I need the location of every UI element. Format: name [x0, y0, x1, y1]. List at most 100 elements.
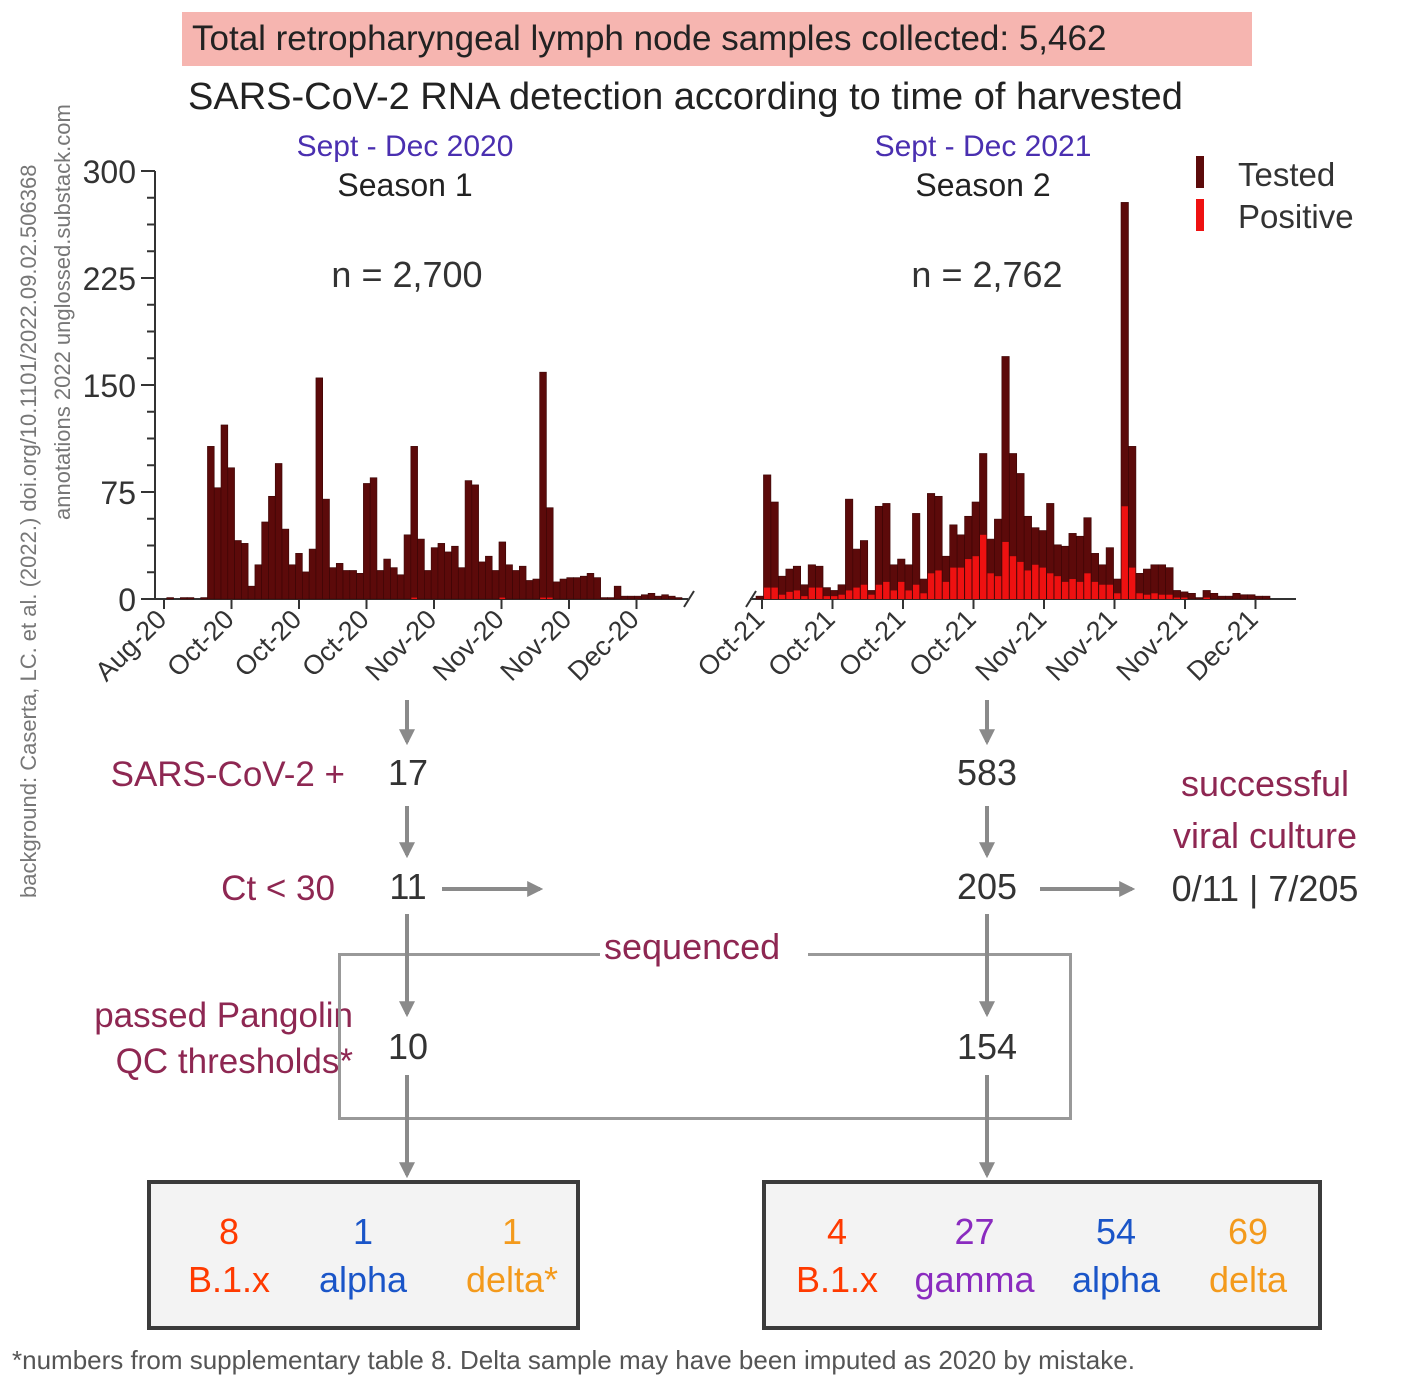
tested-bar	[437, 543, 446, 600]
positive-bar	[801, 596, 808, 599]
x-tick-label: Nov-21	[1110, 604, 1193, 687]
x-tick-label: Oct-21	[762, 604, 841, 683]
positive-bar	[771, 587, 778, 599]
variant-name: delta*	[465, 1259, 559, 1300]
season2-positive-count: 583	[956, 752, 1018, 793]
tested-bar	[268, 495, 276, 600]
positive-bar	[1017, 561, 1024, 599]
tested-bar	[498, 541, 507, 600]
x-tick-label: Oct-21	[692, 604, 771, 683]
tested-bar	[444, 551, 452, 600]
tested-bar	[288, 564, 296, 600]
headline-banner: Total retropharyngeal lymph node samples…	[182, 12, 1252, 66]
positive-bar	[838, 594, 845, 599]
tested-bar	[376, 570, 385, 600]
y-tick-label: 150	[83, 368, 136, 404]
positive-bar	[890, 590, 898, 599]
tested-bar	[322, 498, 330, 600]
tested-bar	[200, 597, 208, 600]
tested-bar	[1195, 597, 1204, 600]
tested-bar	[1210, 592, 1219, 600]
positive-bar	[816, 587, 823, 599]
tested-bar	[634, 595, 642, 600]
sequenced-bracket-top-left	[338, 953, 602, 956]
tested-bar	[363, 483, 371, 600]
tested-bar	[1239, 594, 1248, 600]
season2-n: n = 2,762	[911, 254, 1063, 295]
sequenced-bracket-top-right	[808, 953, 1072, 956]
y-tick-label: 300	[83, 154, 136, 190]
tested-bar	[281, 528, 290, 600]
tested-bar	[329, 567, 337, 600]
positive-bar	[793, 590, 801, 599]
season2-variant-gamma: 27 gamma	[902, 1208, 1047, 1304]
positive-bar	[786, 591, 793, 599]
positive-bar	[972, 556, 979, 599]
positive-bar	[912, 584, 920, 599]
positive-bar	[1076, 581, 1084, 599]
tested-bar	[451, 545, 459, 600]
tested-bar	[1187, 592, 1196, 600]
tested-bar	[641, 594, 649, 600]
sequenced-bracket	[338, 953, 1072, 1120]
season1-ct-count: 11	[389, 866, 427, 907]
side-credit: background: Caserta, LC. et al. (2022.) …	[16, 104, 75, 898]
tested-bar	[552, 581, 561, 600]
culture-label-line2: viral culture	[1172, 815, 1358, 856]
tested-bar	[207, 446, 215, 600]
chart-legend: Tested Positive	[1196, 156, 1354, 235]
season1-variant-alpha: 1 alpha	[303, 1208, 423, 1304]
tested-bar	[627, 595, 635, 600]
positive-bar	[1039, 567, 1047, 599]
variant-name: B.1.x	[795, 1259, 879, 1300]
positive-bar	[905, 590, 912, 599]
tested-bar	[308, 548, 317, 600]
positive-bar	[1002, 541, 1009, 599]
tested-bar	[491, 570, 500, 600]
tested-bar	[234, 540, 242, 600]
axis-break-mark	[745, 590, 757, 608]
positive-bar	[540, 597, 546, 599]
tested-bar	[180, 597, 188, 600]
tested-bar	[755, 595, 764, 600]
tested-bar	[654, 595, 662, 600]
tested-bar	[1232, 592, 1241, 600]
variant-name: alpha	[318, 1259, 408, 1300]
positive-bar	[860, 584, 868, 599]
tested-bar	[274, 463, 283, 600]
tested-bar	[518, 565, 527, 600]
positive-bar	[1099, 584, 1106, 599]
positive-bar	[499, 597, 506, 599]
tested-bar	[315, 377, 324, 600]
tested-bar	[295, 553, 303, 600]
tested-bar	[763, 474, 772, 600]
tested-bar	[613, 585, 622, 600]
variant-name: gamma	[914, 1259, 1035, 1300]
tested-bar	[430, 547, 439, 600]
positive-bar	[1032, 564, 1039, 599]
positive-bar	[1158, 594, 1166, 599]
positive-bar	[883, 581, 890, 599]
positive-bar	[935, 570, 942, 599]
tested-bar	[770, 501, 779, 600]
positive-bar	[1151, 593, 1158, 599]
x-tick-label: Nov-20	[427, 604, 510, 687]
variant-count: 54	[1095, 1211, 1137, 1252]
footnote: *numbers from supplementary table 8. Del…	[12, 1345, 1135, 1375]
row-label-pangolin-1: passed Pangolin	[94, 996, 353, 1035]
tested-bar	[241, 543, 249, 600]
variant-name: B.1.x	[187, 1259, 271, 1300]
legend-tested-label: Tested	[1238, 156, 1335, 193]
tested-bar	[403, 534, 412, 600]
season2-header: Sept - Dec 2021 Season 2	[833, 130, 1133, 206]
season1-positive-count: 17	[387, 752, 429, 793]
tested-bar	[546, 507, 554, 600]
tested-bar	[227, 467, 235, 600]
tested-bar	[512, 570, 520, 600]
variant-count: 4	[826, 1211, 848, 1252]
tested-bar	[166, 597, 174, 600]
tested-bar	[349, 570, 357, 600]
positive-bar	[763, 587, 771, 599]
axis-break-mark	[683, 590, 695, 608]
season2-dates: Sept - Dec 2021	[874, 130, 1092, 163]
